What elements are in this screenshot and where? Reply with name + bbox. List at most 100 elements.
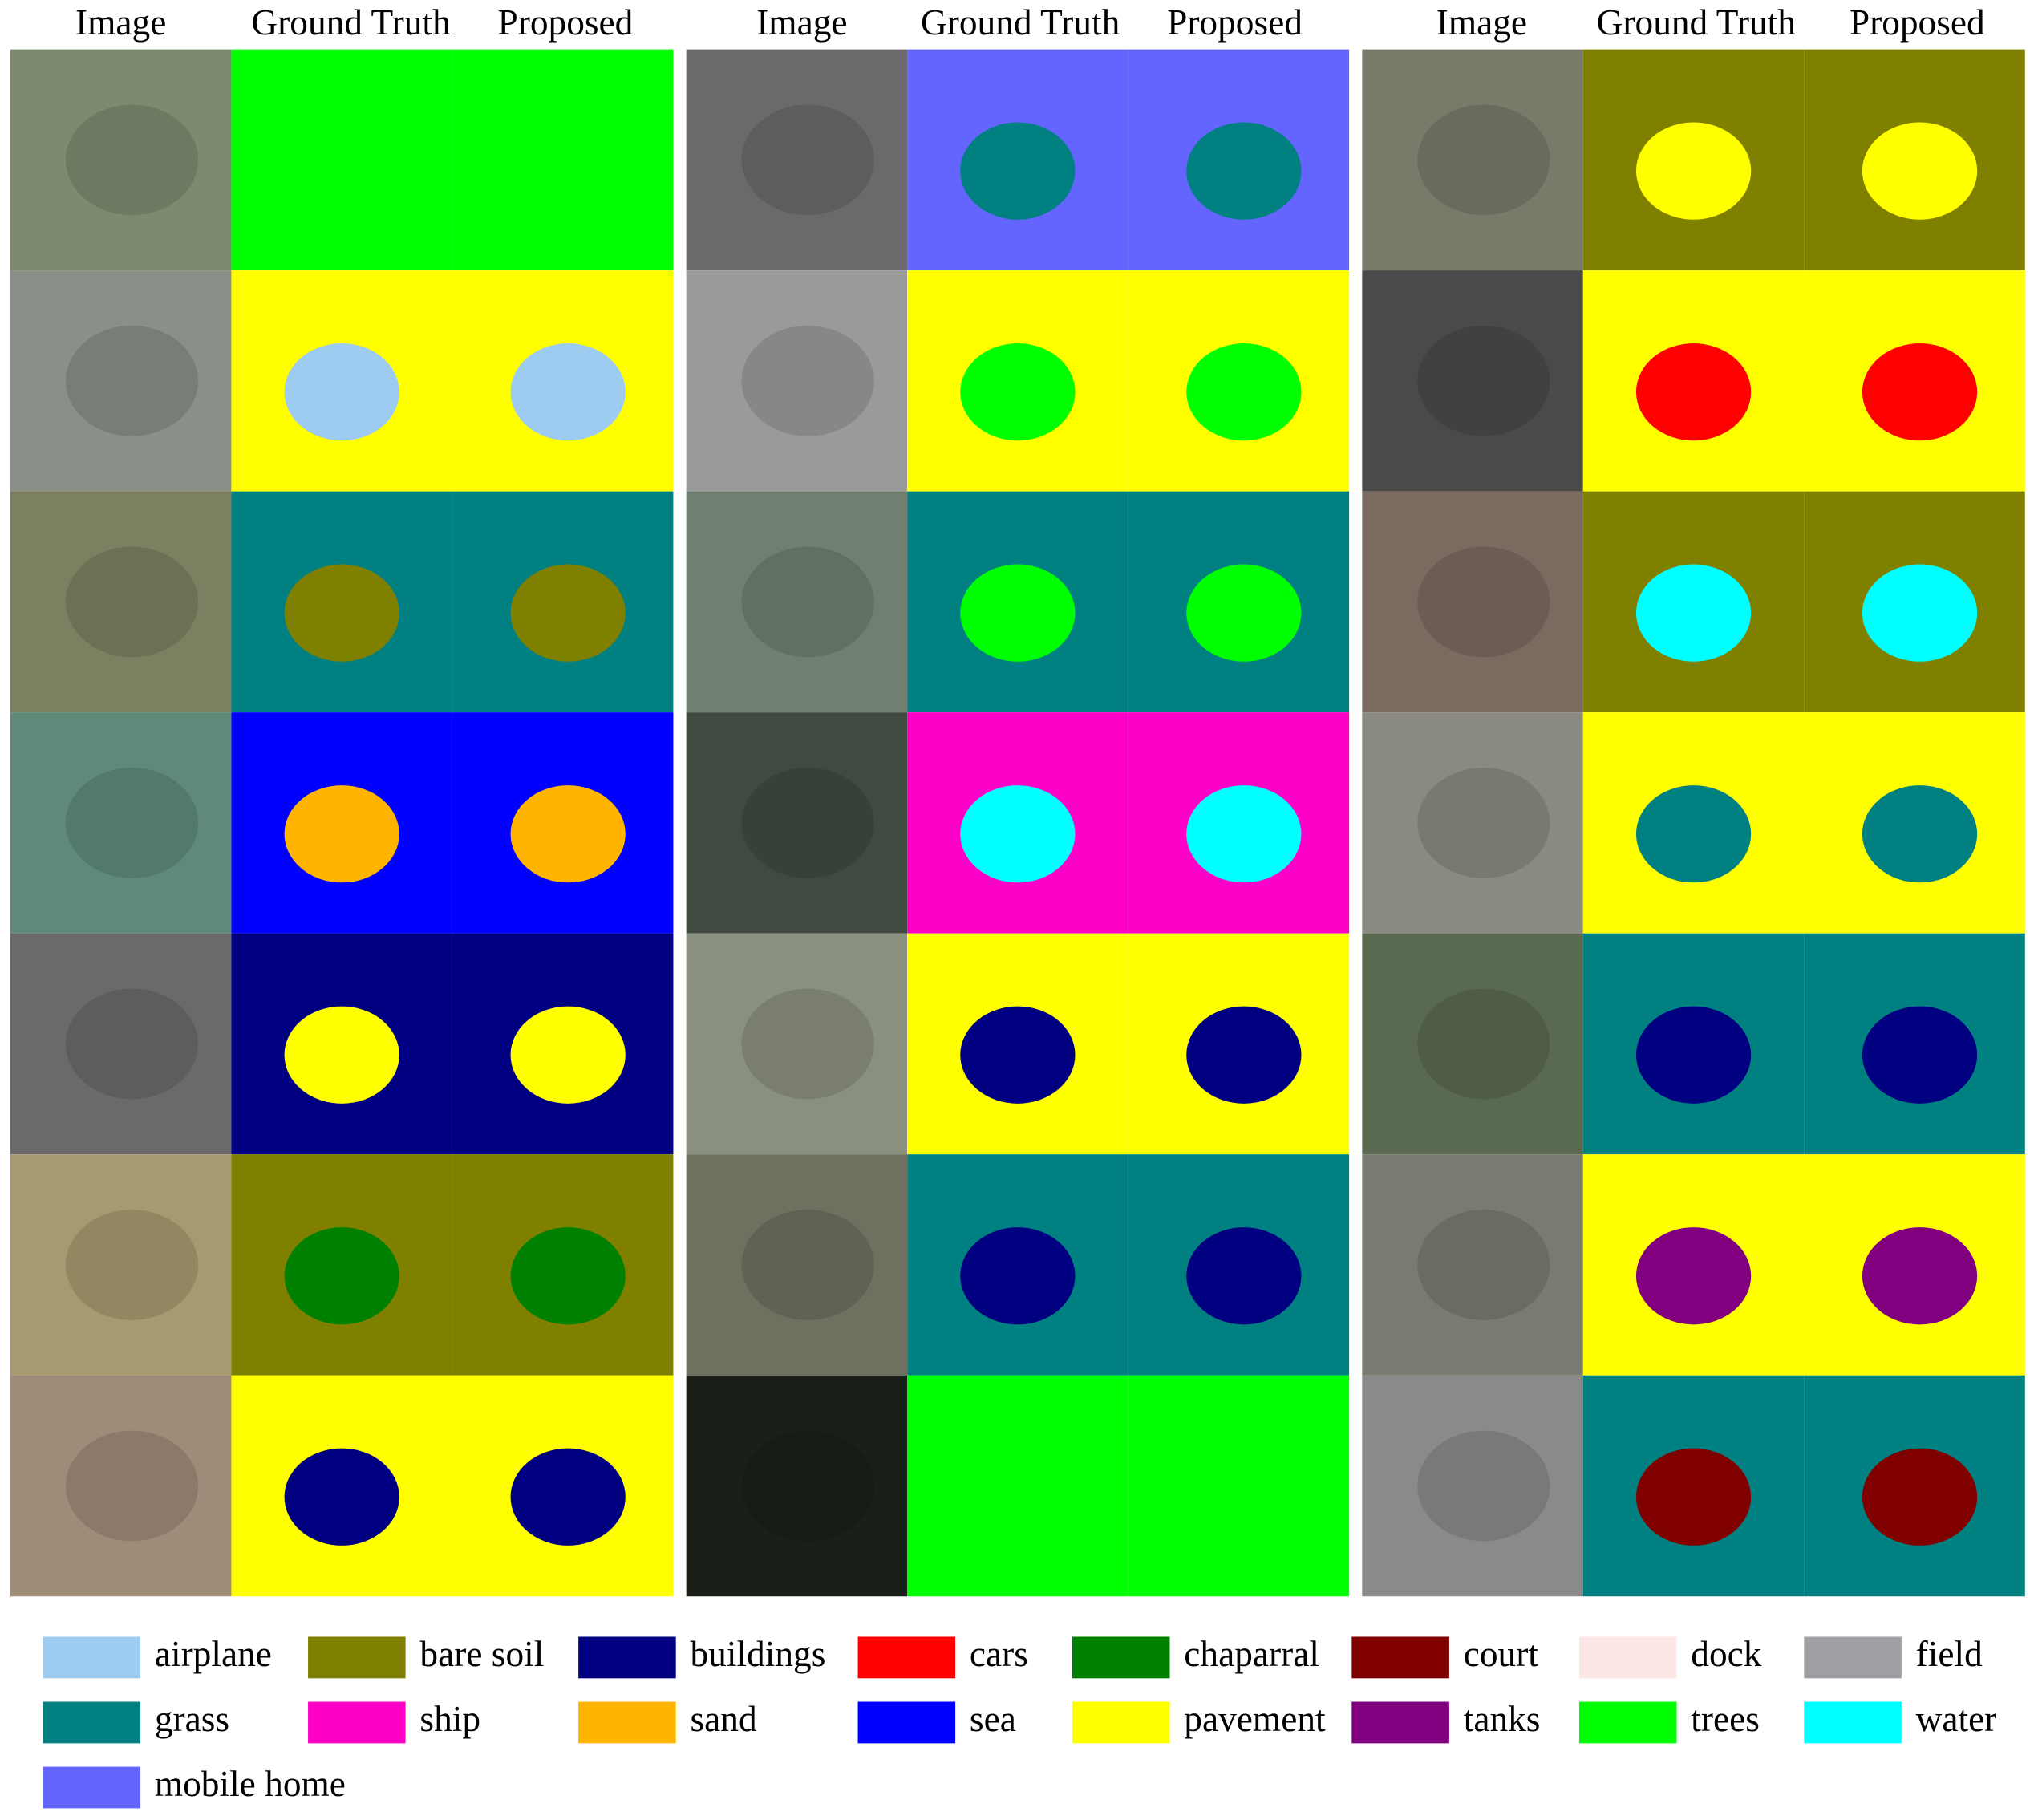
legend-label: grass — [155, 1699, 229, 1739]
legend-swatch — [1804, 1636, 1902, 1679]
segment-region — [1862, 1448, 1978, 1546]
legend-swatch — [1351, 1701, 1449, 1744]
segment-region — [1635, 343, 1752, 441]
legend-label: trees — [1691, 1699, 1760, 1739]
segment-region — [1635, 1448, 1752, 1546]
aerial-image — [686, 1375, 908, 1597]
column-header: Proposed — [498, 2, 634, 43]
column-header: Image — [1436, 2, 1527, 43]
segment-region — [284, 343, 399, 441]
segment-region — [1862, 1227, 1978, 1325]
image-texture — [741, 104, 874, 216]
segment-region — [1635, 122, 1752, 220]
legend-label: field — [1916, 1634, 1983, 1674]
image-texture — [1417, 104, 1550, 216]
segment-region — [1862, 122, 1978, 220]
segment-region — [1186, 122, 1302, 220]
image-texture — [1417, 546, 1550, 658]
legend-swatch — [578, 1636, 676, 1679]
column-header: Image — [756, 2, 847, 43]
legend-label: pavement — [1184, 1699, 1326, 1739]
legend-label: water — [1916, 1699, 1997, 1739]
legend-label: ship — [419, 1699, 480, 1739]
proposed-map — [1128, 1375, 1350, 1597]
segment-region — [1862, 1006, 1978, 1104]
segment-region — [1635, 1006, 1752, 1104]
aerial-image — [686, 933, 908, 1155]
column-header: Image — [75, 2, 166, 43]
segment-region — [284, 1006, 399, 1104]
legend-swatch — [1804, 1701, 1902, 1744]
aerial-image — [10, 270, 232, 492]
aerial-image — [10, 491, 232, 713]
image-texture — [1417, 1210, 1550, 1320]
legend-label: mobile home — [155, 1764, 346, 1804]
image-texture — [1417, 325, 1550, 436]
aerial-image — [686, 491, 908, 713]
legend-label: chaparral — [1184, 1634, 1319, 1674]
segment-region — [960, 564, 1076, 662]
aerial-image — [10, 1154, 232, 1376]
legend-swatch — [43, 1701, 141, 1744]
aerial-image — [686, 1154, 908, 1376]
image-texture — [65, 325, 199, 436]
segment-region — [1186, 1006, 1302, 1104]
segment-region — [284, 785, 399, 883]
aerial-image — [1362, 491, 1583, 713]
legend-swatch — [308, 1701, 406, 1744]
legend-swatch — [43, 1636, 141, 1679]
aerial-image — [10, 933, 232, 1155]
legend-swatch — [1072, 1701, 1170, 1744]
legend-label: airplane — [155, 1634, 272, 1674]
image-texture — [1417, 1430, 1550, 1542]
column-header: Proposed — [1167, 2, 1303, 43]
aerial-image — [10, 49, 232, 271]
legend-swatch — [578, 1701, 676, 1744]
aerial-image — [686, 270, 908, 492]
segment-region — [1635, 564, 1752, 662]
legend-label: dock — [1691, 1634, 1761, 1674]
image-texture — [741, 1430, 874, 1542]
ground-truth-map — [907, 1375, 1128, 1597]
aerial-image — [1362, 270, 1583, 492]
aerial-image — [1362, 1375, 1583, 1597]
segment-region — [1186, 564, 1302, 662]
legend-label: tanks — [1464, 1699, 1541, 1739]
image-texture — [1417, 988, 1550, 1100]
column-header: Ground Truth — [921, 2, 1120, 43]
aerial-image — [1362, 712, 1583, 934]
segment-region — [1186, 343, 1302, 441]
segment-region — [960, 1006, 1076, 1104]
image-texture — [741, 1210, 874, 1320]
legend-swatch — [1072, 1636, 1170, 1679]
image-texture — [65, 988, 199, 1100]
aerial-image — [10, 1375, 232, 1597]
legend-swatch — [857, 1701, 956, 1744]
segment-region — [1862, 343, 1978, 441]
column-header: Ground Truth — [1597, 2, 1797, 43]
image-texture — [65, 1210, 199, 1320]
legend-label: cars — [970, 1634, 1028, 1674]
legend-swatch — [1351, 1636, 1449, 1679]
segment-region — [1862, 785, 1978, 883]
segment-region — [960, 122, 1076, 220]
legend-label: sea — [970, 1699, 1016, 1739]
segment-region — [284, 1227, 399, 1325]
legend-label: sand — [691, 1699, 757, 1739]
image-texture — [65, 768, 199, 878]
aerial-image — [686, 712, 908, 934]
image-texture — [741, 546, 874, 658]
segment-region — [510, 785, 626, 883]
segment-region — [1635, 1227, 1752, 1325]
aerial-image — [1362, 933, 1583, 1155]
aerial-image — [10, 712, 232, 934]
image-texture — [65, 104, 199, 216]
ground-truth-map — [231, 49, 452, 271]
segment-region — [1635, 785, 1752, 883]
legend-label: buildings — [691, 1634, 826, 1674]
segment-region — [510, 1227, 626, 1325]
segment-region — [510, 1006, 626, 1104]
segment-region — [510, 343, 626, 441]
legend-label: court — [1464, 1634, 1539, 1674]
